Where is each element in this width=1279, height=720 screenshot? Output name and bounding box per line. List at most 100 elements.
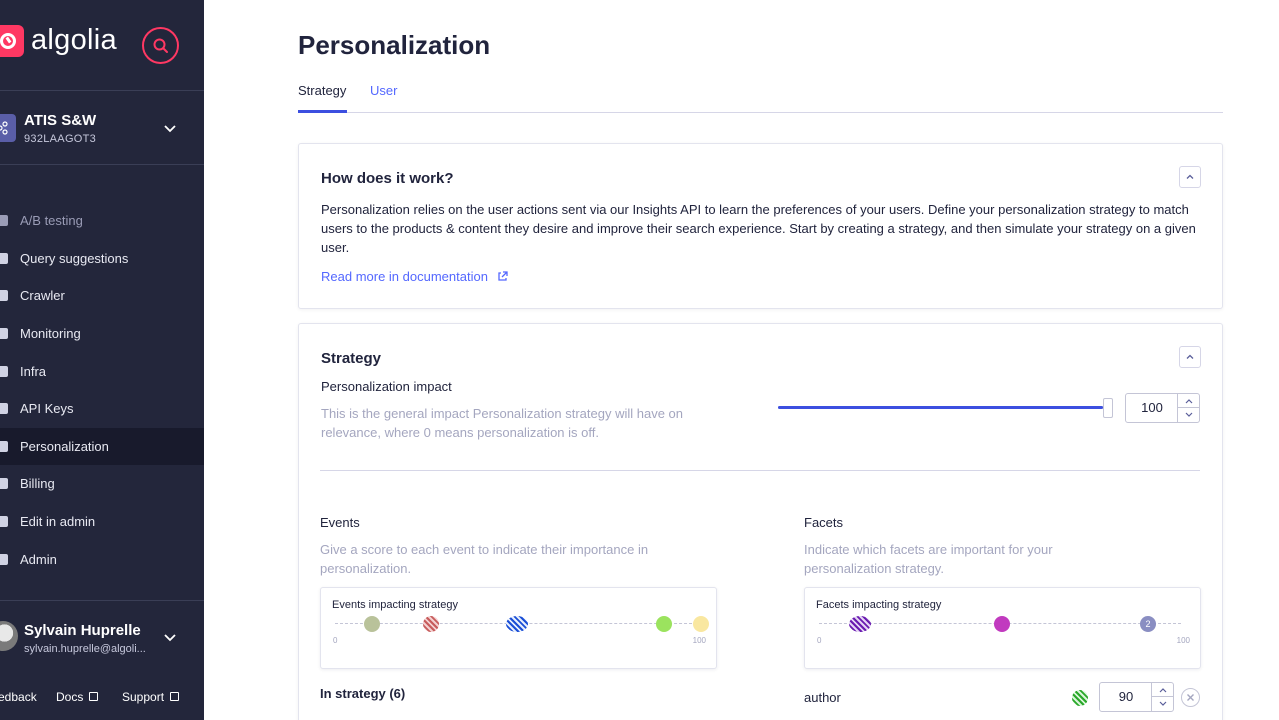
facet-dot-group[interactable]: 2 <box>1140 616 1156 632</box>
event-dot[interactable] <box>656 616 672 632</box>
divider <box>0 90 204 91</box>
sidebar-item-billing[interactable]: Billing <box>0 465 204 503</box>
chevron-down-icon <box>164 125 176 133</box>
tab-user[interactable]: User <box>370 83 398 98</box>
external-link-icon <box>89 692 99 701</box>
impact-slider-fill <box>778 406 1103 409</box>
decrement-button[interactable] <box>1152 697 1173 711</box>
user-menu[interactable]: Sylvain Huprelle sylvain.huprelle@algoli… <box>0 612 204 662</box>
sidebar-item-label: Crawler <box>20 288 65 304</box>
app-id: 932LAAGOT3 <box>24 133 97 145</box>
events-help: Give a score to each event to indicate t… <box>320 542 649 576</box>
event-dot[interactable] <box>506 616 528 632</box>
sidebar: algolia ATIS S&W 932LAAGOT3 A/B testing … <box>0 0 204 720</box>
sidebar-item-api-keys[interactable]: API Keys <box>0 390 204 428</box>
edit-icon <box>0 516 8 528</box>
sidebar-item-monitoring[interactable]: Monitoring <box>0 315 204 353</box>
sidebar-footer: edback Docs Support <box>0 688 204 708</box>
facet-score-stepper[interactable]: 90 <box>1099 682 1174 712</box>
app-icon <box>0 114 16 142</box>
external-link-icon <box>170 692 180 701</box>
sidebar-item-label: Billing <box>20 476 55 492</box>
how-it-works-card: How does it work? Personalization relies… <box>298 143 1223 309</box>
facets-label: Facets <box>804 515 844 530</box>
card-title: Strategy <box>321 350 382 367</box>
docs-label: Docs <box>56 690 84 704</box>
algolia-logo[interactable]: algolia <box>0 24 117 57</box>
sidebar-item-admin[interactable]: Admin <box>0 540 204 578</box>
sidebar-item-label: Edit in admin <box>20 514 96 530</box>
sidebar-item-label: Infra <box>20 363 47 379</box>
tab-strategy[interactable]: Strategy <box>298 83 347 98</box>
sidebar-item-label: Personalization <box>20 438 109 454</box>
chevron-up-icon <box>1186 174 1194 179</box>
feedback-link[interactable]: edback <box>0 690 37 704</box>
sidebar-item-query-suggestions[interactable]: Query suggestions <box>0 240 204 278</box>
chevron-up-icon <box>1186 354 1194 359</box>
user-email: sylvain.huprelle@algoli... <box>24 643 146 655</box>
sidebar-nav: A/B testing Query suggestions Crawler Mo… <box>0 202 204 578</box>
sidebar-item-ab-testing[interactable]: A/B testing <box>0 202 204 240</box>
page-title: Personalization <box>298 30 491 60</box>
event-dot[interactable] <box>364 616 380 632</box>
facet-dot[interactable] <box>849 616 871 632</box>
chevron-down-icon <box>164 634 176 642</box>
docs-link[interactable]: Docs <box>56 690 99 704</box>
impact-value[interactable]: 100 <box>1141 400 1163 415</box>
axis-max: 100 <box>1176 636 1190 645</box>
axis-max: 100 <box>692 636 706 645</box>
sidebar-item-label: A/B testing <box>20 213 83 229</box>
feedback-label: edback <box>0 690 37 704</box>
impact-slider[interactable] <box>778 398 1113 418</box>
sidebar-item-edit-in-admin[interactable]: Edit in admin <box>0 503 204 541</box>
event-dot[interactable] <box>423 616 439 632</box>
support-label: Support <box>122 690 165 704</box>
facets-help: Indicate which facets are important for … <box>804 542 1053 576</box>
impact-stepper[interactable]: 100 <box>1125 393 1200 423</box>
collapse-button[interactable] <box>1179 346 1201 368</box>
events-chart-title: Events impacting strategy <box>332 599 458 611</box>
avatar <box>0 621 18 651</box>
chevron-up-icon <box>1159 687 1166 692</box>
documentation-link-label: Read more in documentation <box>321 269 488 284</box>
increment-button[interactable] <box>1178 394 1199 408</box>
remove-facet-button[interactable] <box>1181 688 1200 707</box>
impact-help: This is the general impact Personalizati… <box>321 406 684 440</box>
sidebar-item-crawler[interactable]: Crawler <box>0 277 204 315</box>
admin-icon <box>0 553 8 565</box>
chevron-down-icon <box>1159 701 1166 706</box>
sidebar-item-personalization[interactable]: Personalization <box>0 427 204 466</box>
query-suggestions-icon <box>0 252 8 264</box>
sidebar-item-infra[interactable]: Infra <box>0 352 204 390</box>
section-divider <box>320 470 1200 471</box>
facets-chart: Facets impacting strategy 2 0 100 <box>804 587 1201 669</box>
billing-icon <box>0 478 8 490</box>
collapse-button[interactable] <box>1179 166 1201 188</box>
api-keys-icon <box>0 403 8 415</box>
algolia-logo-icon <box>0 24 24 57</box>
event-dot[interactable] <box>693 616 709 632</box>
documentation-link[interactable]: Read more in documentation <box>321 269 508 284</box>
how-it-works-text: Personalization relies on the user actio… <box>321 202 1196 255</box>
axis-min: 0 <box>333 636 338 645</box>
events-chart: Events impacting strategy 0 100 <box>320 587 717 669</box>
axis-min: 0 <box>817 636 822 645</box>
in-strategy-heading: In strategy (6) <box>320 686 406 701</box>
monitoring-icon <box>0 328 8 340</box>
search-icon <box>153 38 168 53</box>
sidebar-item-label: API Keys <box>20 401 74 417</box>
decrement-button[interactable] <box>1178 408 1199 422</box>
impact-label: Personalization impact <box>321 379 452 394</box>
support-link[interactable]: Support <box>122 690 180 704</box>
app-selector[interactable]: ATIS S&W 932LAAGOT3 <box>0 104 204 152</box>
infra-icon <box>0 365 8 377</box>
user-name: Sylvain Huprelle <box>24 622 141 639</box>
impact-slider-handle[interactable] <box>1103 398 1113 418</box>
logo-text: algolia <box>31 24 117 56</box>
external-link-icon <box>497 271 508 281</box>
facet-dot[interactable] <box>994 616 1010 632</box>
increment-button[interactable] <box>1152 683 1173 697</box>
ab-testing-icon <box>0 215 8 227</box>
facet-score-value[interactable]: 90 <box>1118 689 1134 704</box>
search-button[interactable] <box>142 27 179 64</box>
